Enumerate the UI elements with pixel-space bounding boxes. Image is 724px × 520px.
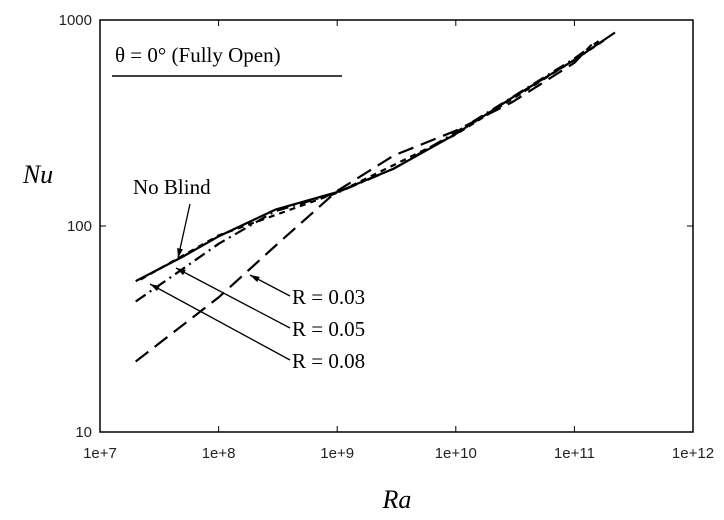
x-tick-label: 1e+12 <box>672 445 714 462</box>
y-tick-label: 100 <box>67 218 92 235</box>
series-label: R = 0.05 <box>292 317 365 341</box>
plot-frame <box>99 19 694 433</box>
series-label: R = 0.08 <box>292 349 365 373</box>
annotation-arrow <box>175 267 291 329</box>
y-tick-label: 1000 <box>59 12 92 29</box>
arrow-head <box>176 268 186 276</box>
arrow-head <box>177 248 183 258</box>
series-label: R = 0.03 <box>292 285 365 309</box>
x-tick-label: 1e+11 <box>554 445 595 462</box>
x-tick-label: 1e+10 <box>435 445 477 462</box>
x-tick-label: 1e+7 <box>83 445 117 462</box>
chart-title: θ = 0° (Fully Open) <box>115 43 281 67</box>
arrow-head <box>150 284 160 292</box>
series-line <box>135 31 616 283</box>
y-axis-label: Nu <box>22 160 53 189</box>
x-tick-label: 1e+8 <box>202 445 236 462</box>
series-line <box>135 43 593 363</box>
arrow-head <box>250 275 260 283</box>
x-axis-label: Ra <box>382 485 412 514</box>
annotation-arrow <box>149 283 291 361</box>
y-tick-label: 10 <box>75 424 92 441</box>
x-tick-label: 1e+9 <box>320 445 354 462</box>
series-label: No Blind <box>133 175 211 199</box>
series-line <box>135 40 600 303</box>
